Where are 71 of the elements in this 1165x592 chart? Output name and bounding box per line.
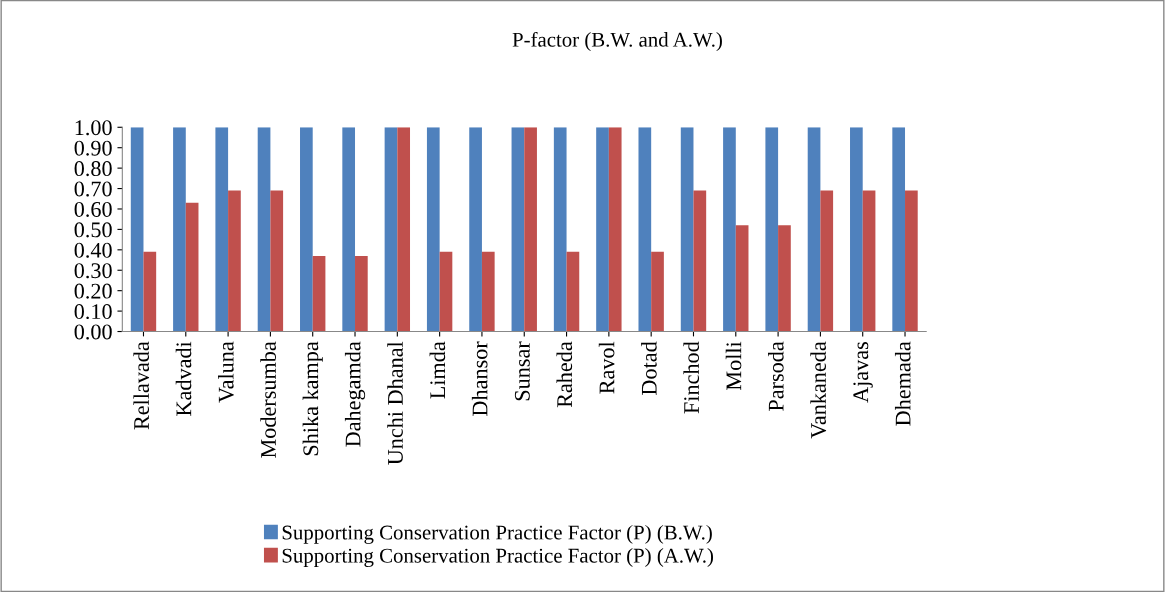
bar (426, 127, 440, 332)
x-tick-label: Limda (429, 341, 446, 399)
y-tick-label: 0.80 (74, 161, 112, 177)
bar (397, 127, 411, 332)
bar (765, 127, 779, 332)
bar (905, 190, 918, 332)
bar (723, 127, 736, 332)
x-tick-label: Shika kampa (302, 341, 323, 456)
bar (820, 190, 834, 332)
bar (228, 190, 241, 332)
x-tick-label: Modersumba (260, 341, 276, 458)
bar (638, 127, 652, 332)
bar (892, 127, 906, 332)
bar (143, 251, 157, 332)
y-tick-label: 0.40 (74, 242, 112, 258)
x-tick-label: Ravol (598, 341, 615, 394)
y-tick-label: 0.10 (74, 304, 112, 320)
bar (215, 127, 229, 332)
y-tick-label: 0.90 (74, 140, 112, 156)
legend-label: Supporting Conservation Practice Factor (P) (A.W.) (282, 548, 714, 567)
bar (355, 255, 368, 332)
bar (693, 190, 707, 332)
x-tick-label: Kadvadi (175, 341, 192, 416)
x-tick-label: Finchod (683, 341, 700, 414)
bar (342, 127, 356, 332)
x-tick-label: Ajavas (853, 342, 873, 403)
bar (130, 127, 144, 332)
bar (257, 127, 271, 332)
y-tick-label: 0.70 (74, 181, 112, 197)
y-tick-label: 0.20 (74, 283, 112, 299)
bar (778, 225, 791, 332)
bar (439, 251, 453, 332)
x-tick-label: Valuna (218, 341, 234, 403)
bar (481, 251, 495, 332)
x-tick-label: Unchi Dhanal (387, 341, 403, 465)
bar (651, 251, 664, 332)
y-tick-label: 0.50 (74, 222, 112, 238)
x-tick-label: Molli (725, 341, 742, 390)
x-tick-label: Dotad (641, 341, 657, 395)
y-tick-label: 1.00 (75, 120, 112, 136)
bar (384, 127, 398, 332)
bar (469, 127, 482, 332)
bar (596, 127, 609, 332)
legend-label: Supporting Conservation Practice Factor (P) (B.W.) (282, 524, 712, 544)
bar (185, 202, 199, 332)
bar (300, 127, 313, 332)
bar (735, 225, 749, 332)
x-tick-label: Sunsar (514, 341, 530, 401)
bar (312, 255, 326, 332)
bar (270, 190, 284, 332)
y-tick-label: 0.60 (74, 201, 112, 217)
x-tick-label: Parsoda (768, 341, 784, 411)
chart-title: P-factor (B.W. and A.W.) (512, 31, 722, 51)
bar (524, 127, 537, 332)
x-tick-label: Dhemada (894, 341, 911, 426)
x-tick-label: Dhansor (471, 341, 488, 416)
bar (850, 127, 863, 332)
bar (862, 190, 876, 332)
x-tick-label: Dahegamda (344, 341, 366, 447)
bar (173, 127, 186, 332)
x-tick-label: Raheda (556, 341, 573, 408)
x-tick-label: Rellavada (133, 341, 150, 430)
x-tick-label: Vankaneda (810, 341, 827, 439)
bar (807, 127, 821, 332)
y-tick-label: 0.30 (74, 263, 112, 279)
bar (608, 127, 622, 332)
bar (553, 127, 567, 332)
bar (511, 127, 525, 332)
y-tick-label: 0.00 (74, 324, 112, 340)
bar (566, 251, 580, 332)
bar (680, 127, 694, 332)
